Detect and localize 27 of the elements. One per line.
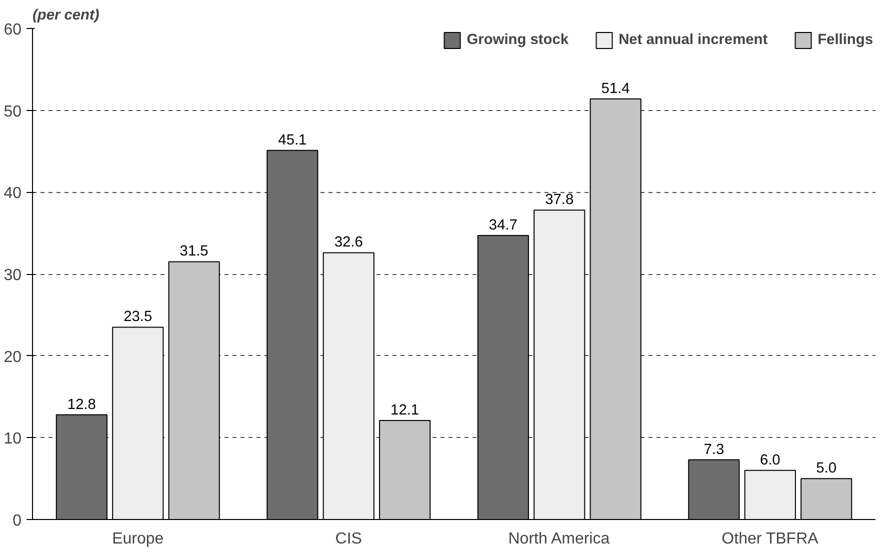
y-tick-label: 10 (4, 430, 22, 448)
y-tick-label: 50 (4, 103, 22, 120)
x-tick-label: Europe (112, 530, 164, 548)
data-label: 34.7 (488, 218, 518, 234)
data-label: 5.0 (816, 460, 837, 477)
x-tick-label: Other TBFRA (722, 530, 819, 548)
y-tick-label: 20 (4, 348, 22, 366)
x-tick-label: North America (508, 530, 610, 548)
data-label: 32.6 (334, 234, 363, 251)
legend-label: Fellings (818, 32, 873, 48)
data-label: 45.1 (278, 132, 307, 148)
data-label: 23.5 (124, 309, 152, 326)
data-label: 12.8 (67, 396, 96, 413)
x-tick-label: CIS (335, 530, 362, 548)
y-tick-label: 30 (4, 267, 22, 284)
y-axis-title: (per cent) (32, 8, 100, 24)
data-label: 7.3 (704, 442, 724, 458)
data-label: 12.1 (390, 402, 420, 418)
data-label: 37.8 (545, 192, 574, 208)
y-tick-label: 0 (12, 512, 22, 530)
data-label: 51.4 (601, 80, 630, 97)
legend-label: Growing stock (466, 32, 569, 48)
legend-label: Net annual increment (618, 32, 768, 48)
y-tick-label: 40 (4, 185, 22, 202)
data-label: 31.5 (180, 244, 208, 260)
data-label: 6.0 (760, 452, 780, 468)
y-tick-label: 60 (4, 22, 22, 38)
